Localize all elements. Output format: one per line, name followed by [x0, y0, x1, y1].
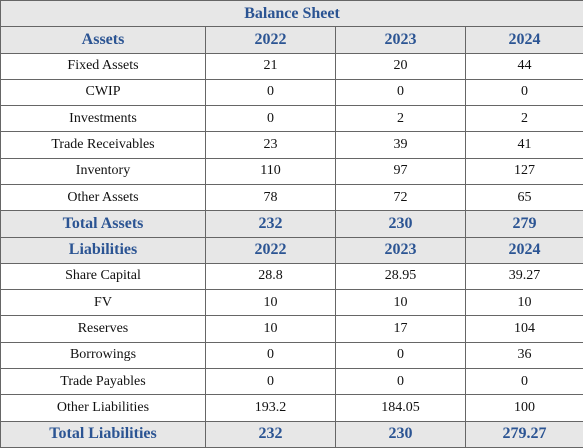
- row-label: Inventory: [0, 157, 206, 185]
- row-label: Investments: [0, 105, 206, 133]
- cell: 39.27: [464, 262, 583, 291]
- cell: 100: [464, 394, 583, 422]
- cell: 184.05: [335, 394, 466, 422]
- cell: 65: [464, 183, 583, 212]
- cell: 39: [335, 131, 466, 159]
- cell: 10: [205, 315, 336, 343]
- section-header: Liabilities 2022 2023 2024: [0, 236, 583, 264]
- row-label: Reserves: [0, 315, 206, 343]
- cell: 2023: [335, 236, 466, 264]
- row-label: FV: [0, 289, 206, 317]
- cell: 10: [205, 289, 336, 317]
- cell: 10: [464, 289, 583, 317]
- cell: 2022: [205, 26, 336, 54]
- cell: 127: [464, 157, 583, 185]
- cell: 279.27: [464, 420, 583, 448]
- cell: 104: [464, 315, 583, 343]
- row-label: Total Liabilities: [0, 420, 206, 448]
- cell: 0: [464, 78, 583, 107]
- row-label: Liabilities: [0, 236, 206, 264]
- cell: 20: [335, 52, 466, 80]
- cell: 279: [464, 210, 583, 238]
- cell: 0: [205, 78, 336, 107]
- cell: 193.2: [205, 394, 336, 422]
- cell: 232: [205, 210, 336, 238]
- data-row: Fixed Assets 21 20 44: [0, 52, 583, 80]
- cell: 23: [205, 131, 336, 159]
- cell: 0: [335, 341, 466, 369]
- row-label: Trade Payables: [0, 367, 206, 396]
- cell: 0: [205, 341, 336, 369]
- data-row: Other Liabilities 193.2 184.05 100: [0, 394, 583, 422]
- cell: 0: [464, 367, 583, 396]
- row-label: Fixed Assets: [0, 52, 206, 80]
- cell: 44: [464, 52, 583, 80]
- row-label: Trade Receivables: [0, 131, 206, 159]
- data-row: Investments 0 2 2: [0, 105, 583, 133]
- cell: 230: [335, 210, 466, 238]
- data-row: Borrowings 0 0 36: [0, 341, 583, 369]
- title-row: Balance Sheet: [0, 0, 583, 28]
- cell: 21: [205, 52, 336, 80]
- cell: 10: [335, 289, 466, 317]
- cell: 230: [335, 420, 466, 448]
- row-label: Other Assets: [0, 183, 206, 212]
- cell: 2: [464, 105, 583, 133]
- cell: 2024: [464, 236, 583, 264]
- row-label: CWIP: [0, 78, 206, 107]
- table-title: Balance Sheet: [0, 0, 583, 28]
- total-row: Total Assets 232 230 279: [0, 210, 583, 238]
- data-row: Other Assets 78 72 65: [0, 183, 583, 212]
- section-header: Assets 2022 2023 2024: [0, 26, 583, 54]
- cell: 2024: [464, 26, 583, 54]
- row-label: Borrowings: [0, 341, 206, 369]
- data-row: Trade Receivables 23 39 41: [0, 131, 583, 159]
- cell: 0: [205, 367, 336, 396]
- row-label: Total Assets: [0, 210, 206, 238]
- cell: 2023: [335, 26, 466, 54]
- data-row: Share Capital 28.8 28.95 39.27: [0, 262, 583, 291]
- data-row: Trade Payables 0 0 0: [0, 367, 583, 396]
- data-row: Reserves 10 17 104: [0, 315, 583, 343]
- cell: 0: [205, 105, 336, 133]
- cell: 36: [464, 341, 583, 369]
- cell: 2022: [205, 236, 336, 264]
- cell: 0: [335, 367, 466, 396]
- cell: 17: [335, 315, 466, 343]
- data-row: Inventory 110 97 127: [0, 157, 583, 185]
- data-row: FV 10 10 10: [0, 289, 583, 317]
- cell: 97: [335, 157, 466, 185]
- cell: 28.8: [205, 262, 336, 291]
- cell: 78: [205, 183, 336, 212]
- cell: 41: [464, 131, 583, 159]
- total-row: Total Liabilities 232 230 279.27: [0, 420, 583, 448]
- cell: 0: [335, 78, 466, 107]
- cell: 110: [205, 157, 336, 185]
- cell: 2: [335, 105, 466, 133]
- cell: 72: [335, 183, 466, 212]
- cell: 28.95: [335, 262, 466, 291]
- row-label: Assets: [0, 26, 206, 54]
- row-label: Share Capital: [0, 262, 206, 291]
- cell: 232: [205, 420, 336, 448]
- data-row: CWIP 0 0 0: [0, 78, 583, 107]
- row-label: Other Liabilities: [0, 394, 206, 422]
